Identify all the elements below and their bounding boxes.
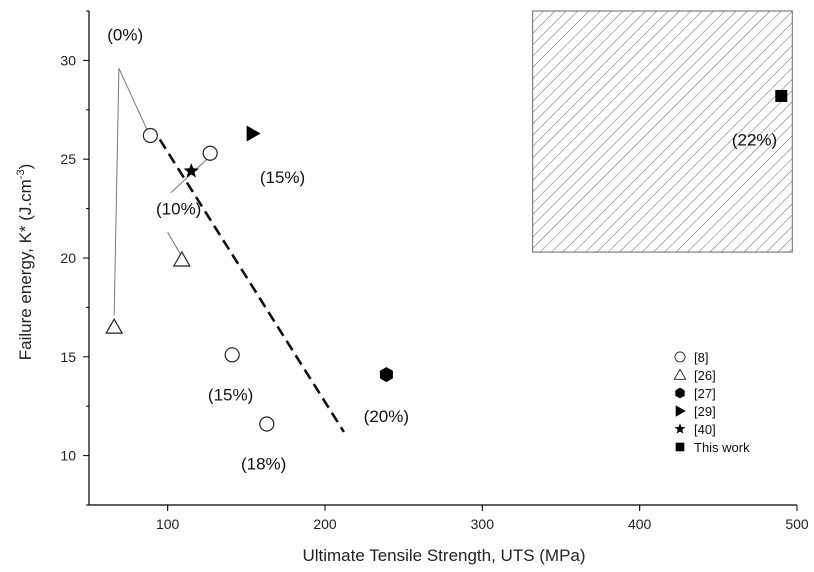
- annotation-label: (15%): [208, 385, 253, 404]
- leader-line: [118, 68, 150, 134]
- legend-marker: [674, 423, 686, 434]
- x-axis-ticks: 100 200 300 400 500: [156, 505, 809, 532]
- y-tick-label: 10: [60, 448, 76, 464]
- data-point-0-2: [224, 347, 240, 363]
- legend-label: [8]: [694, 350, 708, 365]
- legend-label: [29]: [694, 404, 716, 419]
- legend-item: [29]: [675, 404, 716, 419]
- legend-label: [26]: [694, 368, 716, 383]
- legend-marker: [674, 351, 686, 363]
- data-point-1-0: [105, 317, 124, 334]
- data-point-0-1: [202, 145, 218, 161]
- trend-line: [158, 138, 345, 433]
- annotation-label: (18%): [241, 455, 286, 474]
- legend-item: [8]: [674, 350, 708, 365]
- annotation-label: (22%): [732, 130, 777, 149]
- legend-marker: [675, 387, 685, 399]
- y-tick-label: 20: [60, 250, 76, 266]
- y-axis-ticks: 10 15 20 25 30: [60, 10, 89, 506]
- annotation-label: (0%): [107, 26, 143, 45]
- hatched-region: [532, 10, 793, 253]
- legend-item: This work: [675, 440, 750, 455]
- annotation-label: (10%): [156, 200, 201, 219]
- legend-item: [27]: [675, 386, 716, 401]
- legend-marker: [675, 405, 686, 417]
- legend: [8] [26] [27] [29] [40] This work: [673, 350, 750, 455]
- legend-item: [26]: [673, 368, 716, 383]
- annotation-label: (20%): [364, 407, 409, 426]
- leader-line: [167, 232, 181, 255]
- legend-label: [40]: [694, 422, 716, 437]
- data-point-5-0: [775, 89, 788, 102]
- data-point-3-0: [246, 125, 261, 142]
- annotation-label: (15%): [260, 168, 305, 187]
- annotations: (0%) (10%) (15%) (15%) (18%) (20%) (22%): [107, 26, 777, 474]
- plot-area: [88, 10, 797, 506]
- legend-item: [40]: [674, 422, 716, 437]
- x-tick-label: 100: [156, 516, 180, 532]
- legend-marker: [673, 368, 687, 380]
- data-point-1-1: [172, 250, 191, 267]
- data-point-0-3: [259, 416, 275, 432]
- x-tick-label: 300: [471, 516, 495, 532]
- x-tick-label: 400: [628, 516, 652, 532]
- x-tick-label: 500: [785, 516, 809, 532]
- legend-marker: [675, 442, 685, 452]
- legend-label: This work: [694, 440, 750, 455]
- x-tick-label: 200: [313, 516, 337, 532]
- data-point-0-0: [142, 127, 158, 144]
- y-tick-label: 15: [60, 349, 76, 365]
- y-axis-title: Failure energy, K* (J.cm-3): [15, 164, 35, 361]
- y-tick-label: 25: [60, 151, 76, 167]
- data-point-2-0: [379, 367, 393, 383]
- legend-label: [27]: [694, 386, 716, 401]
- data-point-4-0: [183, 163, 199, 178]
- x-axis-title: Ultimate Tensile Strength, UTS (MPa): [302, 546, 585, 565]
- leader-line: [113, 68, 120, 316]
- y-tick-label: 30: [60, 52, 76, 68]
